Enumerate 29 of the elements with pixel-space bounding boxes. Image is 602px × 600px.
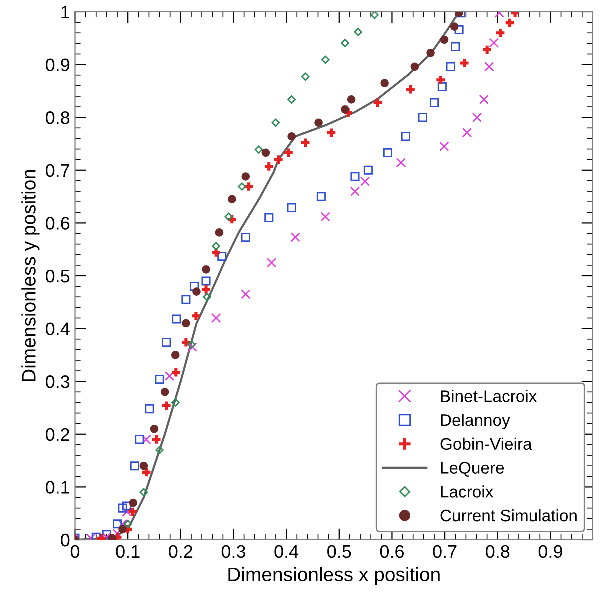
legend-label: Gobin-Vieira [440,438,532,450]
y-tick-label: 0.9 [46,58,70,72]
y-tick-label: 0.2 [46,428,70,442]
x-tick-label: 0.4 [274,545,299,558]
x-tick-label: 0.1 [116,545,140,558]
x-tick-label: 0.3 [222,545,246,558]
x-axis-title: Dimensionless x position [228,567,440,586]
x-tick-label: 0.7 [433,545,457,558]
y-tick-label: 0.1 [46,481,70,494]
x-tick-label: 0.2 [169,545,193,558]
y-tick-label: 0.5 [46,270,70,283]
y-axis-title: Dimensionless y position [22,170,40,382]
x-tick-label: 0.9 [538,545,562,558]
x-tick-label: 0 [70,545,80,558]
x-tick-label: 0.8 [486,545,510,558]
y-tick-label: 0.6 [46,217,70,230]
y-tick-label: 1 [62,6,70,19]
legend-label: LeQuere [441,462,504,477]
legend-label: Delannoy [441,414,510,430]
y-tick-label: 0.7 [46,164,70,178]
y-tick-label: 0.8 [46,112,70,124]
x-tick-label: 0.5 [328,545,352,558]
legend-label: Lacroix [441,486,494,498]
legend-label: Current Simulation [440,509,577,522]
y-tick-label: 0.4 [46,322,70,336]
y-tick-label: 0 [61,534,70,547]
legend-label: Binet-Lacroix [441,390,538,402]
y-tick-label: 0.3 [46,376,70,388]
x-tick-label: 0.6 [380,545,404,558]
